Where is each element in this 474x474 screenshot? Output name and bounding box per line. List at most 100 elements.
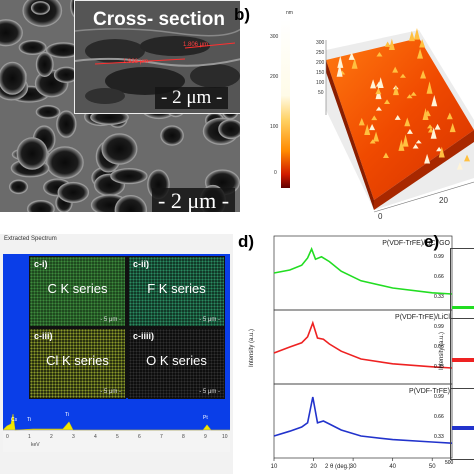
eds-map-oxygen: c-iiii) O K series - 5 μm - bbox=[128, 328, 225, 399]
main-scale-bar: - 2 μm - bbox=[152, 188, 236, 212]
e-trace-red bbox=[452, 358, 474, 362]
cross-section-inset: Cross- section 1.806 μm 1.936 μm - 2 μm … bbox=[74, 0, 240, 114]
xrd-series-label: P(VDF-TrFE) bbox=[409, 388, 450, 395]
sem-pore bbox=[45, 146, 84, 179]
xrd-subpanel-frame bbox=[273, 383, 453, 459]
afm-peak bbox=[449, 122, 456, 133]
xrd-x-tick-label: 30 bbox=[350, 464, 357, 470]
afm-peak bbox=[384, 41, 391, 47]
eds-x-ticks: 0 1 2 3 4 5 6 7 8 9 10 bbox=[6, 434, 228, 440]
panel-c-eds: Extracted Spectrum c-i) C K series - 5 μ… bbox=[0, 234, 233, 474]
sem-pore bbox=[160, 125, 184, 146]
xrd-series-label: P(VDF-TrFE)/LiCl bbox=[395, 314, 450, 321]
afm-peak bbox=[348, 52, 355, 60]
sem-pore bbox=[101, 133, 138, 165]
sem-pore bbox=[110, 168, 148, 185]
panel-e-ylabel: Intensity (a.u.) bbox=[439, 332, 445, 371]
eds-xlabel: keV bbox=[31, 442, 40, 448]
panel-b-afm: nm 300 200 100 0 300 250 200 150 100 50 … bbox=[244, 0, 474, 220]
colorbar-unit: nm bbox=[286, 10, 293, 16]
afm-peak bbox=[392, 85, 399, 96]
panel-e-divider-2 bbox=[450, 388, 474, 389]
afm-peak bbox=[426, 81, 433, 94]
afm-peak bbox=[373, 131, 380, 142]
sem-pore bbox=[26, 200, 55, 212]
panel-e-frame bbox=[450, 248, 474, 460]
panel-b-label: b) bbox=[234, 5, 251, 24]
afm-peak bbox=[434, 123, 441, 130]
afm-peak bbox=[337, 55, 344, 68]
afm-peak bbox=[406, 94, 413, 99]
colorbar-tick-300: 300 bbox=[270, 34, 279, 40]
colorbar-tick-100: 100 bbox=[270, 124, 279, 130]
afm-peak bbox=[351, 57, 358, 69]
afm-peak bbox=[413, 27, 420, 40]
e-trace-green bbox=[452, 306, 474, 309]
afm-peak bbox=[364, 124, 371, 135]
sem-pore bbox=[30, 1, 51, 15]
surface-tick-150: 150 bbox=[316, 70, 325, 76]
sem-pore bbox=[35, 105, 61, 119]
eds-spectrum-area: c-i) C K series - 5 μm - c-ii) F K serie… bbox=[3, 254, 230, 452]
inset-scale-bar: - 2 μm - bbox=[155, 87, 229, 109]
afm-peak bbox=[369, 124, 376, 131]
eds-maps-grid: c-i) C K series - 5 μm - c-ii) F K serie… bbox=[29, 256, 225, 399]
sem-pore bbox=[18, 39, 47, 55]
sem-pore bbox=[0, 19, 23, 47]
surface-tick-250: 250 bbox=[316, 50, 325, 56]
afm-peak bbox=[371, 115, 378, 121]
surface-tick-300: 300 bbox=[316, 40, 325, 46]
afm-peak bbox=[431, 95, 438, 107]
e-tick-mid-2: 0.66 bbox=[434, 344, 444, 350]
sem-pore bbox=[57, 181, 90, 203]
eds-scale-chlorine: - 5 μm - bbox=[100, 389, 121, 395]
afm-peak bbox=[438, 146, 445, 158]
afm-peak bbox=[384, 99, 391, 104]
inset-measure-2: 1.936 μm bbox=[123, 59, 149, 65]
afm-peak bbox=[446, 112, 453, 120]
afm-peak bbox=[392, 66, 399, 73]
afm-peak bbox=[406, 128, 413, 134]
afm-peak bbox=[430, 127, 437, 139]
sem-pore bbox=[16, 137, 48, 170]
eds-window-title: Extracted Spectrum bbox=[4, 236, 57, 242]
afm-peak bbox=[464, 154, 471, 162]
afm-peak bbox=[424, 153, 431, 164]
afm-peak bbox=[422, 108, 429, 120]
afm-peak bbox=[382, 152, 389, 159]
afm-peak bbox=[370, 79, 377, 89]
peak-label-ti-1: Ti bbox=[65, 412, 69, 418]
afm-peak bbox=[394, 114, 401, 120]
xrd-x-tick-label: 50 bbox=[429, 464, 436, 470]
eds-map-fluorine: c-ii) F K series - 5 μm - bbox=[128, 256, 225, 327]
afm-peak bbox=[408, 30, 415, 42]
e-tick-mid-3: 0.33 bbox=[434, 364, 444, 370]
afm-peak bbox=[404, 117, 411, 127]
afm-peak bbox=[336, 63, 343, 77]
afm-peak bbox=[412, 143, 419, 149]
surface-tick-200: 200 bbox=[316, 60, 325, 66]
xrd-series-label: P(VDF-TrFE)/LiCl/GO bbox=[382, 240, 450, 247]
sem-pore bbox=[35, 51, 54, 78]
afm-peak bbox=[426, 124, 433, 129]
panel-d-xlabel: 2 θ (deg.) bbox=[325, 464, 351, 470]
eds-map-carbon: c-i) C K series - 5 μm - bbox=[29, 256, 126, 327]
afm-peak bbox=[369, 139, 376, 144]
colorbar-tick-0: 0 bbox=[274, 170, 277, 176]
afm-peak bbox=[417, 48, 424, 59]
peak-label-pt: Pt bbox=[203, 415, 208, 421]
afm-peak bbox=[427, 127, 434, 133]
colorbar-tick-200: 200 bbox=[270, 74, 279, 80]
e-tick-top-2: 0.66 bbox=[434, 274, 444, 280]
panel-e-label: e) bbox=[424, 232, 440, 251]
panel-d-ylabel: Intensity (a.u.) bbox=[249, 329, 255, 368]
peak-label-ti-2: Ti bbox=[27, 417, 31, 423]
eds-scale-fluorine: - 5 μm - bbox=[199, 317, 220, 323]
inset-measure-1: 1.806 μm bbox=[183, 42, 209, 48]
e-x-tick: 500 bbox=[445, 460, 454, 466]
e-tick-top-1: 0.99 bbox=[434, 254, 444, 260]
surface-x-tick-20: 20 bbox=[439, 196, 448, 205]
afm-colorbar bbox=[281, 20, 290, 188]
panel-d-label: d) bbox=[238, 232, 255, 251]
inset-title: Cross- section bbox=[93, 9, 225, 30]
